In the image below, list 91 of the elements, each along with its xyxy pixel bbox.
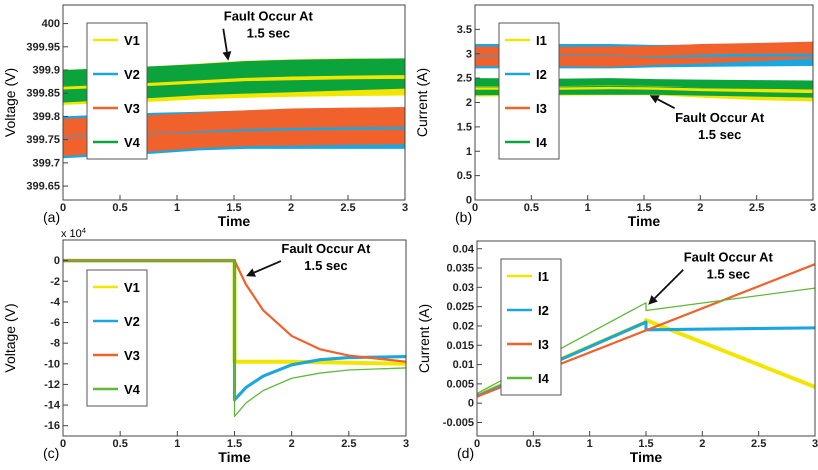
x-tick-label: 0.5 (526, 438, 541, 450)
y-tick-label: 399.8 (32, 110, 60, 123)
x-tick-label: 2.5 (341, 438, 356, 450)
x-axis-title: Time (628, 213, 660, 229)
y-tick-label: -16 (44, 420, 60, 432)
y-tick-label: 400 (42, 18, 60, 30)
x-tick-label: 2 (697, 202, 704, 214)
y-tick-label: -14 (44, 400, 61, 412)
y-tick-label: 0.025 (446, 301, 474, 314)
y-tick-label: -0.005 (442, 417, 474, 430)
x-axis-title: Time (218, 213, 250, 229)
legend-label: I1 (538, 269, 549, 284)
x-tick-label: 1 (586, 438, 593, 450)
legend-label: V3 (124, 101, 140, 116)
y-tick-label: 2 (466, 97, 472, 110)
y-tick-label: 399.85 (26, 88, 60, 100)
x-tick-label: 2 (699, 438, 706, 450)
y-tick-label: 0.035 (446, 262, 474, 275)
y-tick-label: -6 (50, 317, 60, 330)
x-tick-label: 3 (810, 202, 816, 214)
legend-label: V2 (124, 314, 140, 329)
x-tick-label: 2.5 (749, 202, 764, 214)
legend-label: V3 (124, 348, 140, 363)
y-tick-label: 3 (466, 48, 472, 60)
x-tick-label: 3 (402, 438, 410, 450)
legend-label: I1 (536, 33, 547, 48)
x-tick-label: 1.5 (226, 438, 242, 450)
x-tick-label: 1 (174, 438, 180, 450)
legend-label: V1 (124, 280, 140, 295)
x-tick-label: 1 (174, 202, 180, 214)
x-tick-label: 0.5 (112, 438, 128, 450)
y-tick-label: 0.01 (452, 359, 474, 372)
y-tick-label: -4 (50, 296, 61, 308)
annotation: Fault Occur At 1.5 sec (675, 110, 765, 142)
legend-label: V4 (124, 135, 141, 150)
x-tick-label: 0.5 (524, 202, 539, 214)
annotation: Fault Occur At 1.5 sec (281, 241, 372, 274)
legend-label: V4 (124, 382, 141, 397)
text: (c) (43, 445, 60, 461)
y-axis-title: Current (A) (414, 68, 430, 138)
legend-label: I3 (538, 337, 549, 352)
x-tick-label: 0.5 (112, 202, 128, 214)
y-tick-label: 0.03 (452, 282, 474, 294)
y-tick-label: 399.65 (26, 180, 60, 193)
legend-label: V2 (124, 67, 140, 82)
x-tick-label: 1 (584, 202, 591, 214)
text: (a) (43, 209, 60, 225)
y-tick-label: 1 (466, 146, 472, 158)
y-tick-label: -12 (44, 378, 60, 391)
y-tick-label: 399.9 (32, 64, 60, 77)
legend-label: I4 (536, 135, 548, 150)
x-tick-label: 3 (402, 202, 408, 214)
y-tick-label: 3.5 (456, 24, 472, 36)
y-tick-label: 0.5 (456, 170, 472, 182)
x-tick-label: 1.5 (636, 202, 652, 214)
y-tick-label: 399.95 (26, 41, 60, 54)
y-tick-label: -2 (50, 276, 60, 288)
x-tick-label: 3 (812, 438, 818, 450)
x-axis-title: Time (630, 449, 662, 465)
legend-label: I2 (538, 303, 549, 318)
annotation: x 10$^{4}$ (61, 226, 87, 240)
y-tick-label: 0.005 (446, 378, 474, 390)
y-axis-title: Current (A) (416, 304, 432, 374)
x-tick-label: 2.5 (751, 438, 766, 450)
x-tick-label: 2.5 (340, 202, 356, 214)
annotation: Fault Occur At 1.5 sec (684, 250, 774, 282)
annotation: Fault Occur At 1.5 sec (224, 8, 314, 41)
text: (b) (455, 209, 472, 225)
x-tick-label: 1.5 (226, 202, 242, 214)
y-axis-title: Voltage (V) (2, 68, 18, 138)
y-tick-label: 399.75 (26, 134, 60, 146)
legend-label: V1 (124, 33, 140, 48)
x-tick-label: 2 (288, 438, 295, 450)
y-tick-label: 2.5 (456, 72, 472, 85)
y-tick-label: 399.7 (32, 157, 60, 170)
text: (d) (457, 445, 474, 461)
x-tick-label: 1.5 (638, 438, 654, 450)
legend-label: I4 (538, 371, 550, 386)
legend-label: I2 (536, 67, 547, 82)
y-axis-title: Voltage (V) (2, 303, 18, 373)
y-tick-label: 1.5 (456, 121, 472, 134)
y-tick-label: 0 (468, 398, 474, 410)
y-tick-label: 0.04 (452, 243, 475, 256)
y-tick-label: 0.015 (446, 340, 474, 352)
y-tick-label: 0 (54, 255, 60, 268)
y-tick-label: 0.02 (452, 320, 474, 332)
x-axis-title: Time (218, 449, 251, 465)
x-tick-label: 2 (288, 202, 294, 214)
legend-label: I3 (536, 101, 547, 116)
y-tick-label: -8 (50, 338, 60, 350)
y-tick-label: -10 (44, 358, 60, 370)
